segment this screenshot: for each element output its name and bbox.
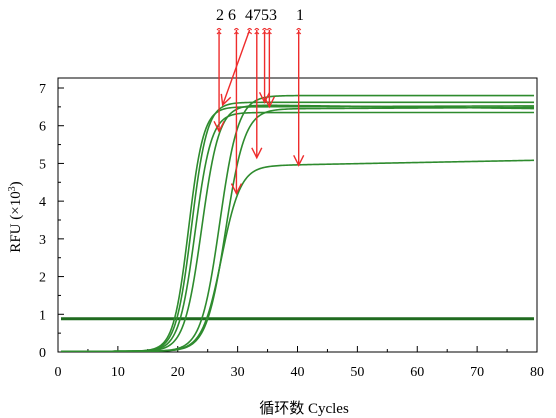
annotation-arrow-6 — [263, 27, 275, 109]
arrow-tail-mark — [266, 27, 272, 35]
arrow-tail-mark — [233, 27, 239, 35]
arrow-head — [230, 183, 243, 196]
arrow-head — [258, 92, 271, 104]
marker-label-group-c: 1 — [296, 7, 304, 24]
y-axis-title-superscript: 3 — [7, 186, 18, 191]
amplification-curve-2 — [60, 111, 535, 353]
marker-label-group-b: 4753 — [245, 7, 277, 24]
arrow-tail-mark — [262, 27, 268, 35]
x-tick-label: 60 — [410, 365, 424, 380]
x-tick-label: 30 — [231, 365, 245, 380]
annotation-arrow-2 — [230, 27, 243, 196]
y-tick-label: 6 — [39, 120, 46, 135]
annotation-arrow-5 — [258, 27, 271, 104]
arrow-tail-mark — [247, 27, 253, 35]
x-tick-label: 40 — [291, 365, 305, 380]
x-tick-label: 10 — [111, 365, 125, 380]
marker-label-group-a: 2 6 — [216, 7, 236, 24]
arrows-layer — [213, 27, 305, 196]
y-axis-title: RFU (×103) — [7, 181, 24, 252]
x-tick-label: 70 — [470, 365, 484, 380]
amplification-curve-6 — [60, 159, 535, 353]
amplification-curve-1 — [60, 101, 535, 353]
y-tick-label: 2 — [39, 271, 46, 286]
x-tick-label: 0 — [55, 365, 62, 380]
arrow-tail-mark — [296, 27, 302, 35]
y-tick-label: 7 — [39, 82, 46, 97]
annotation-arrow-7 — [293, 27, 305, 167]
arrow-head — [213, 121, 225, 133]
y-tick-label: 0 — [39, 346, 46, 361]
y-tick-label: 5 — [39, 157, 46, 172]
arrow-head — [293, 155, 305, 167]
arrow-head — [251, 147, 263, 160]
arrow-tail-mark — [216, 27, 222, 35]
y-axis-title-close: ) — [8, 181, 24, 186]
y-axis-title-main: RFU (×10 — [8, 191, 24, 252]
axes: 0 10 20 30 40 50 60 70 80 0 1 2 3 4 5 6 7 — [39, 77, 544, 380]
x-tick-label: 20 — [171, 365, 185, 380]
annotation-arrow-3 — [220, 27, 253, 107]
amplification-curve-4 — [60, 94, 535, 353]
amplification-curve-3 — [60, 104, 535, 353]
arrow-head — [263, 96, 275, 109]
amplification-curve-7 — [60, 105, 535, 353]
x-tick-label: 50 — [350, 365, 364, 380]
curves-layer — [60, 94, 535, 353]
y-tick-label: 1 — [39, 308, 46, 323]
y-tick-label: 3 — [39, 233, 46, 248]
annotation-arrow-1 — [213, 27, 225, 133]
annotation-arrow-4 — [251, 27, 263, 160]
arrow-shaft — [221, 29, 251, 106]
x-tick-label: 80 — [530, 365, 544, 380]
plot-frame — [57, 77, 538, 353]
amplification-curve-5 — [60, 106, 535, 353]
arrow-tail-mark — [254, 27, 260, 35]
y-tick-label: 4 — [39, 195, 46, 210]
arrow-head — [220, 93, 232, 107]
x-axis-title: 循环数 Cycles — [259, 400, 349, 417]
